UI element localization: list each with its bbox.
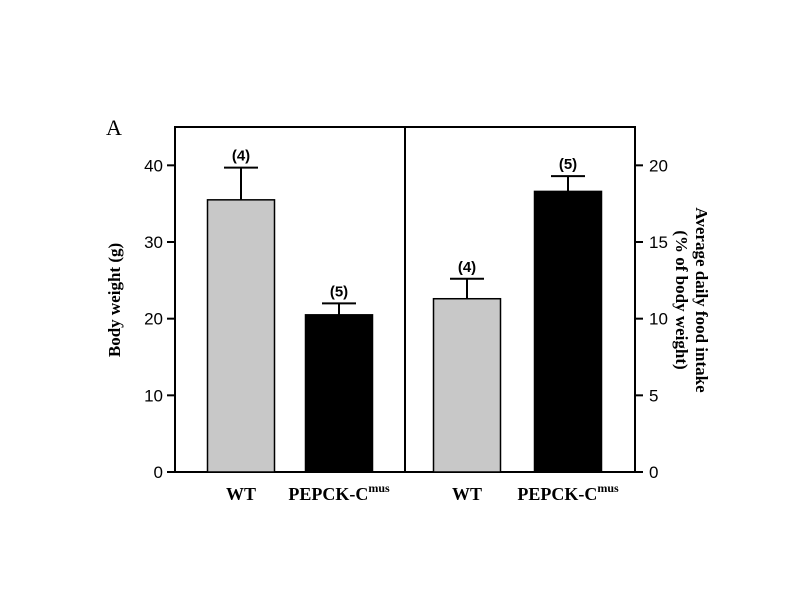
body-weight-chart: 0 10 20 30 40 (4) WT (5) PEPCK-Cmus Body weight… bbox=[105, 126, 406, 504]
bar bbox=[206, 199, 276, 473]
bar bbox=[304, 314, 374, 473]
y-tick-label: 0 bbox=[154, 463, 163, 482]
panel-label: A bbox=[106, 115, 122, 140]
y-tick-label: 15 bbox=[649, 233, 668, 252]
y-axis-label-line-2: (% of body weight) bbox=[672, 230, 691, 369]
sample-size-label: (4) bbox=[458, 259, 476, 276]
x-tick-label: WT bbox=[452, 484, 482, 504]
bar bbox=[533, 190, 603, 473]
y-axis-label: Body weight (g) bbox=[105, 243, 124, 357]
bar bbox=[432, 297, 502, 473]
sample-size-label: (4) bbox=[232, 148, 250, 165]
y-tick-label: 30 bbox=[144, 233, 163, 252]
y-tick-label: 20 bbox=[649, 156, 668, 175]
y-tick-label: 40 bbox=[144, 156, 163, 175]
y-tick-label: 5 bbox=[649, 386, 658, 405]
x-tick-label: WT bbox=[226, 484, 256, 504]
plot-frame bbox=[404, 126, 636, 473]
y-tick-label: 10 bbox=[649, 310, 668, 329]
y-axis-label-line-1: Average daily food intake bbox=[692, 207, 711, 393]
y-tick-label: 20 bbox=[144, 310, 163, 329]
x-tick-label: PEPCK-Cmus bbox=[288, 481, 390, 504]
y-tick-label: 0 bbox=[649, 463, 658, 482]
food-intake-chart: 0 5 10 15 20 (4) WT (5) PEPCK-Cmus Average dail… bbox=[404, 126, 711, 504]
sample-size-label: (5) bbox=[559, 156, 577, 173]
y-tick-label: 10 bbox=[144, 386, 163, 405]
sample-size-label: (5) bbox=[330, 283, 348, 300]
x-tick-label: PEPCK-Cmus bbox=[517, 481, 619, 504]
